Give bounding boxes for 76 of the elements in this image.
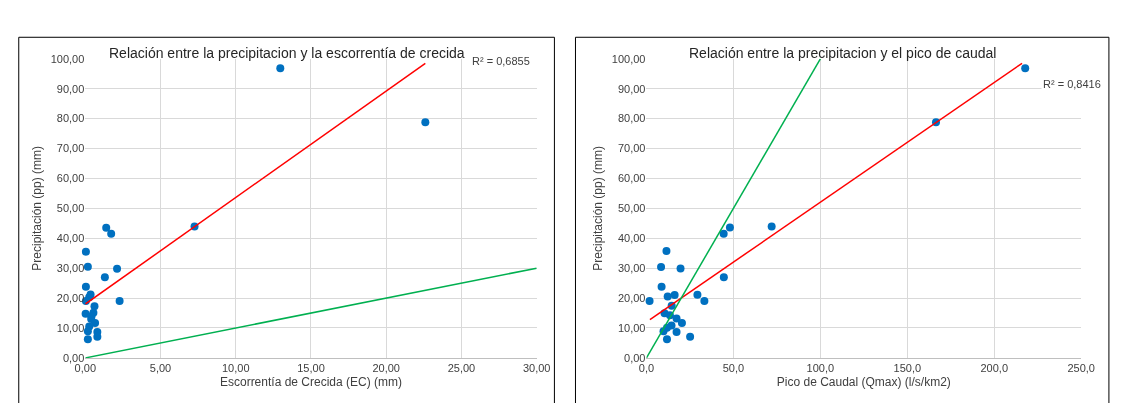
x-tick-label: 0,0 xyxy=(638,362,655,375)
point xyxy=(645,297,654,306)
chart-title: Relación entre la precipitacion y el pico de caudal xyxy=(689,45,997,61)
x-tick-label: 250,0 xyxy=(1067,362,1095,375)
point xyxy=(672,314,681,323)
y-axis-title: Precipitación (pp) (mm) xyxy=(29,145,44,271)
y-tick-label: 40,00 xyxy=(56,232,85,245)
y-tick-label: 20,00 xyxy=(617,291,646,304)
y-tick-label: 40,00 xyxy=(617,232,646,245)
y-tick-label: 30,00 xyxy=(617,262,646,275)
point xyxy=(657,262,666,271)
point xyxy=(700,297,709,306)
y-tick-label: 0,00 xyxy=(62,351,85,364)
y-tick-label: 80,00 xyxy=(617,112,646,125)
point xyxy=(676,264,685,273)
y-tick-label: 70,00 xyxy=(56,142,85,155)
x-tick-label: 25,00 xyxy=(447,362,476,375)
point xyxy=(90,302,99,311)
y-tick-label: 20,00 xyxy=(56,291,85,304)
y-tick-label: 90,00 xyxy=(617,82,646,95)
x-tick-label: 20,00 xyxy=(372,362,400,375)
point xyxy=(107,229,116,238)
point xyxy=(677,318,686,327)
y-tick-label: 60,00 xyxy=(56,172,85,185)
point xyxy=(693,290,702,299)
point xyxy=(662,247,671,256)
point xyxy=(767,222,776,231)
y-tick-label: 70,00 xyxy=(617,142,646,155)
point xyxy=(725,223,734,232)
point xyxy=(276,64,285,73)
annotation: R² = 0,8416 xyxy=(1043,78,1101,90)
point xyxy=(1021,64,1030,73)
x-tick-label: 100,0 xyxy=(806,362,835,375)
y-tick-label: 10,00 xyxy=(617,321,646,334)
point xyxy=(662,335,671,344)
y-tick-label: 100,00 xyxy=(611,52,646,65)
point xyxy=(719,229,728,238)
point xyxy=(670,291,679,300)
y-tick-label: 100,00 xyxy=(50,52,85,65)
x-tick-label: 30,00 xyxy=(522,362,551,375)
x-tick-label: 50,0 xyxy=(722,362,745,375)
x-tick-label: 15,00 xyxy=(297,362,325,375)
x-axis-title: Pico de Caudal (Qmax) (l/s/km2) xyxy=(776,375,951,389)
x-axis-title: Escorrentía de Crecida (EC) (mm) xyxy=(219,375,403,389)
point xyxy=(421,118,430,127)
point xyxy=(672,327,681,336)
x-tick-label: 200,0 xyxy=(980,362,1008,375)
point xyxy=(113,264,122,273)
y-tick-label: 60,00 xyxy=(617,172,646,185)
y-tick-label: 10,00 xyxy=(56,321,85,334)
y-tick-label: 0,00 xyxy=(624,351,646,364)
point xyxy=(657,282,666,291)
x-tick-label: 5,00 xyxy=(149,362,172,375)
point xyxy=(102,223,111,232)
point xyxy=(100,273,109,282)
point xyxy=(663,292,672,301)
point xyxy=(83,262,92,271)
y-tick-label: 80,00 xyxy=(56,112,85,125)
chart-title: Relación entre la precipitacion y la escorrentía de crecida xyxy=(109,45,465,61)
y-tick-label: 90,00 xyxy=(56,82,85,95)
y-tick-label: 50,00 xyxy=(617,202,646,215)
x-tick-label: 10,00 xyxy=(221,362,250,375)
y-tick-label: 30,00 xyxy=(56,262,85,275)
point xyxy=(81,247,90,256)
point xyxy=(81,282,90,291)
point xyxy=(83,335,92,344)
x-tick-label: 0,00 xyxy=(74,362,97,375)
point xyxy=(686,332,695,341)
y-axis-title: Precipitación (pp) (mm) xyxy=(591,145,606,271)
annotation: R² = 0,6855 xyxy=(472,55,530,67)
point xyxy=(719,273,728,282)
point xyxy=(115,297,124,306)
point xyxy=(91,318,100,327)
y-tick-label: 50,00 xyxy=(56,202,85,215)
point xyxy=(83,327,92,336)
x-tick-label: 150,0 xyxy=(893,362,922,375)
